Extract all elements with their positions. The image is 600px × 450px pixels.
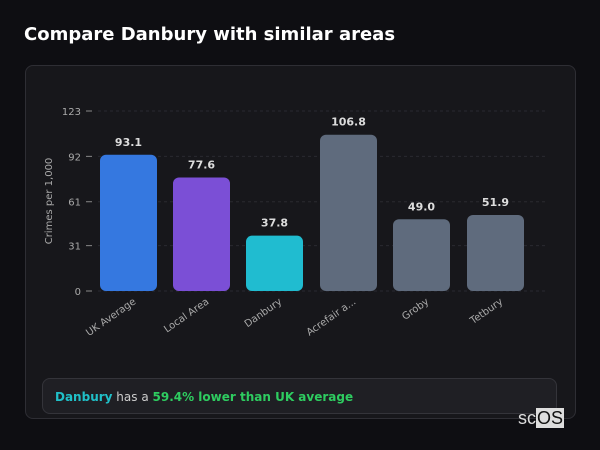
bar-0 <box>100 154 157 291</box>
data-label: 49.0 <box>408 200 435 213</box>
bar-5 <box>467 215 524 291</box>
y-axis-label: Crimes per 1,000 <box>44 158 55 245</box>
y-tick-label: 0 <box>75 287 81 298</box>
data-label: 93.1 <box>115 136 142 149</box>
x-tick-label: UK Average <box>84 296 138 338</box>
data-label: 77.6 <box>188 158 215 171</box>
data-label: 37.8 <box>261 217 288 230</box>
bar-1 <box>173 177 230 291</box>
page-title: Compare Danbury with similar areas <box>24 24 396 45</box>
summary-box: Danbury has a 59.4% lower than UK averag… <box>42 378 557 414</box>
chart-card: 0 31 61 92 123 Crimes per 1,000 93.1 UK Average… <box>25 65 576 419</box>
data-label: 106.8 <box>331 116 366 129</box>
summary-text: has a <box>112 390 153 404</box>
logo-prefix: sc <box>518 408 536 428</box>
data-label: 51.9 <box>482 196 509 209</box>
x-tick-label: Acrefair a... <box>305 296 358 338</box>
x-tick-label: Tetbury <box>468 296 506 327</box>
x-tick-label: Danbury <box>243 296 285 330</box>
summary-area: Danbury <box>55 390 113 404</box>
scos-logo: scOS <box>518 408 565 429</box>
x-tick-label: Local Area <box>162 296 211 335</box>
y-tick-label: 92 <box>68 152 81 163</box>
bar-3 <box>320 134 377 291</box>
y-tick-label: 61 <box>68 198 81 209</box>
x-tick-label: Groby <box>400 296 431 322</box>
bar-4 <box>393 219 450 291</box>
summary-highlight: 59.4% lower than UK average <box>152 390 354 404</box>
y-tick-label: 31 <box>68 242 81 253</box>
logo-suffix: OS <box>536 408 565 428</box>
y-tick-label: 123 <box>62 107 81 118</box>
bar-chart: 0 31 61 92 123 Crimes per 1,000 93.1 UK Average… <box>44 107 546 339</box>
bar-2 <box>246 235 303 291</box>
